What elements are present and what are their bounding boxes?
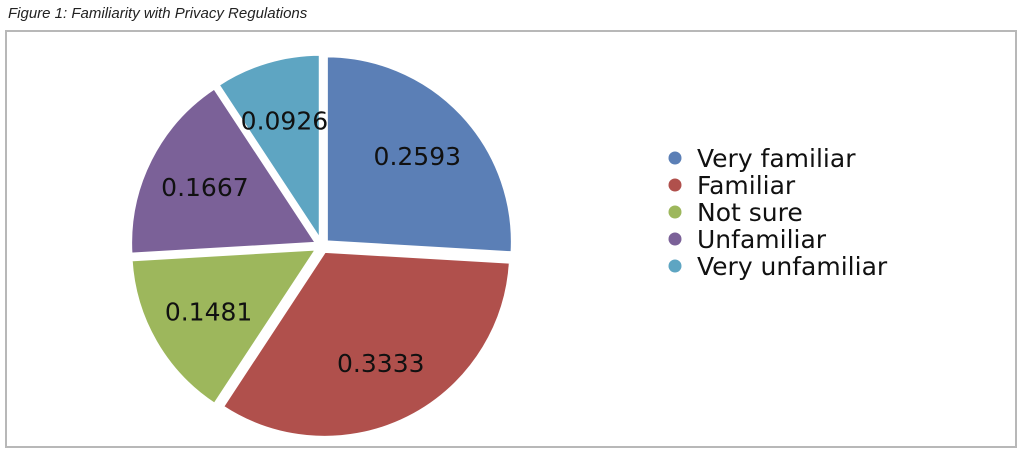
data-label-familiar: 0.3333 [337, 349, 424, 378]
pie-slice-familiar [220, 249, 512, 439]
pie-data-labels: 0.2593 0.3333 0.1481 0.1667 0.0926 [161, 107, 461, 379]
data-label-unfamiliar: 0.1667 [161, 173, 248, 202]
legend-marker-very-unfamiliar [668, 259, 682, 273]
data-label-very-unfamiliar: 0.0926 [241, 107, 328, 136]
legend-marker-unfamiliar [668, 232, 682, 246]
pie-slices [129, 52, 514, 439]
legend-label-not-sure: Not sure [697, 198, 803, 227]
legend-item-familiar: Familiar [668, 171, 796, 200]
legend-item-very-unfamiliar: Very unfamiliar [668, 252, 888, 281]
figure-caption: Figure 1: Familiarity with Privacy Regul… [8, 5, 308, 22]
pie-slice-very-familiar [324, 54, 514, 255]
pie-slice-very-unfamiliar [215, 52, 322, 246]
legend-item-very-familiar: Very familiar [668, 144, 856, 173]
legend-marker-very-familiar [668, 151, 682, 165]
legend-marker-familiar [668, 178, 682, 192]
legend-label-unfamiliar: Unfamiliar [697, 225, 827, 254]
pie-slice-unfamiliar [129, 85, 320, 256]
legend-label-familiar: Familiar [697, 171, 796, 200]
data-label-not-sure: 0.1481 [165, 298, 252, 327]
legend-label-very-unfamiliar: Very unfamiliar [697, 252, 888, 281]
legend-item-not-sure: Not sure [668, 198, 803, 227]
legend-item-unfamiliar: Unfamiliar [668, 225, 827, 254]
data-label-very-familiar: 0.2593 [374, 142, 461, 171]
legend-marker-not-sure [668, 205, 682, 219]
pie-slice-not-sure [129, 247, 320, 407]
legend-label-very-familiar: Very familiar [697, 144, 856, 173]
